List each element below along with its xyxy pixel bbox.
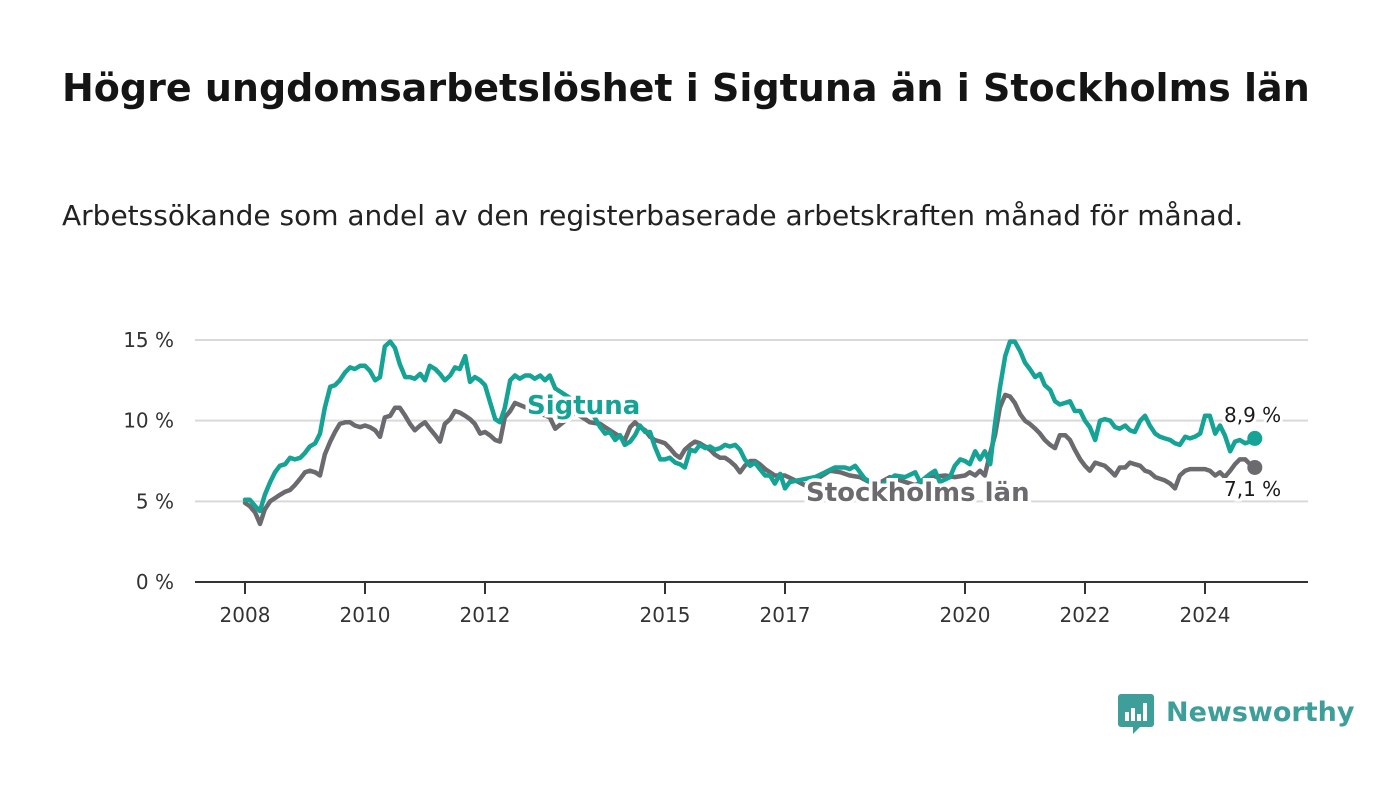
newsworthy-logo-icon	[1118, 692, 1154, 734]
x-tick-label: 2015	[640, 603, 691, 627]
x-axis: 2008 2010 2012 2015 2017 2020 2022 2024	[220, 582, 1231, 627]
line-chart: 0 %5 %10 %15 % 2008 2010 2012 2015 2017 2020 2…	[123, 328, 1308, 627]
x-tick-label: 2022	[1060, 603, 1111, 627]
end-label-sigtuna: 8,9 %	[1224, 403, 1281, 427]
y-tick-label: 5 %	[136, 489, 174, 513]
grid-lines	[195, 339, 1308, 583]
series-label-stockholms-lan: Stockholms län	[806, 478, 1030, 508]
x-tick-label: 2008	[220, 603, 271, 627]
y-axis: 0 % 5 % 10 % 15 %	[123, 328, 174, 594]
series-endpoint-stockholms-lan	[1247, 459, 1263, 475]
chart-subtitle: Arbetssökande som andel av den registerb…	[62, 199, 1244, 232]
x-tick-label: 2010	[340, 603, 391, 627]
series-line-stockholms-lan	[242, 392, 1258, 527]
series-labels: Sigtuna Stockholms län 8,9 % 7,1 %	[524, 388, 1285, 512]
x-tick-label: 2024	[1180, 603, 1231, 627]
series-endpoint-sigtuna	[1247, 430, 1263, 446]
series-lines	[242, 339, 1263, 527]
x-tick-label: 2017	[760, 603, 811, 627]
x-tick-label: 2012	[460, 603, 511, 627]
y-tick-label: 15 %	[123, 328, 174, 352]
chart-title: Högre ungdomsarbetslöshet i Sigtuna än i…	[62, 66, 1310, 110]
series-label-sigtuna: Sigtuna	[527, 391, 640, 421]
y-tick-label: 10 %	[123, 409, 174, 433]
end-label-stockholms-lan: 7,1 %	[1224, 477, 1281, 501]
newsworthy-brand: Newsworthy	[1118, 690, 1354, 734]
series-line-sigtuna	[242, 339, 1258, 514]
brand-name: Newsworthy	[1166, 696, 1355, 728]
y-tick-label: 0 %	[136, 570, 174, 594]
x-tick-label: 2020	[940, 603, 991, 627]
